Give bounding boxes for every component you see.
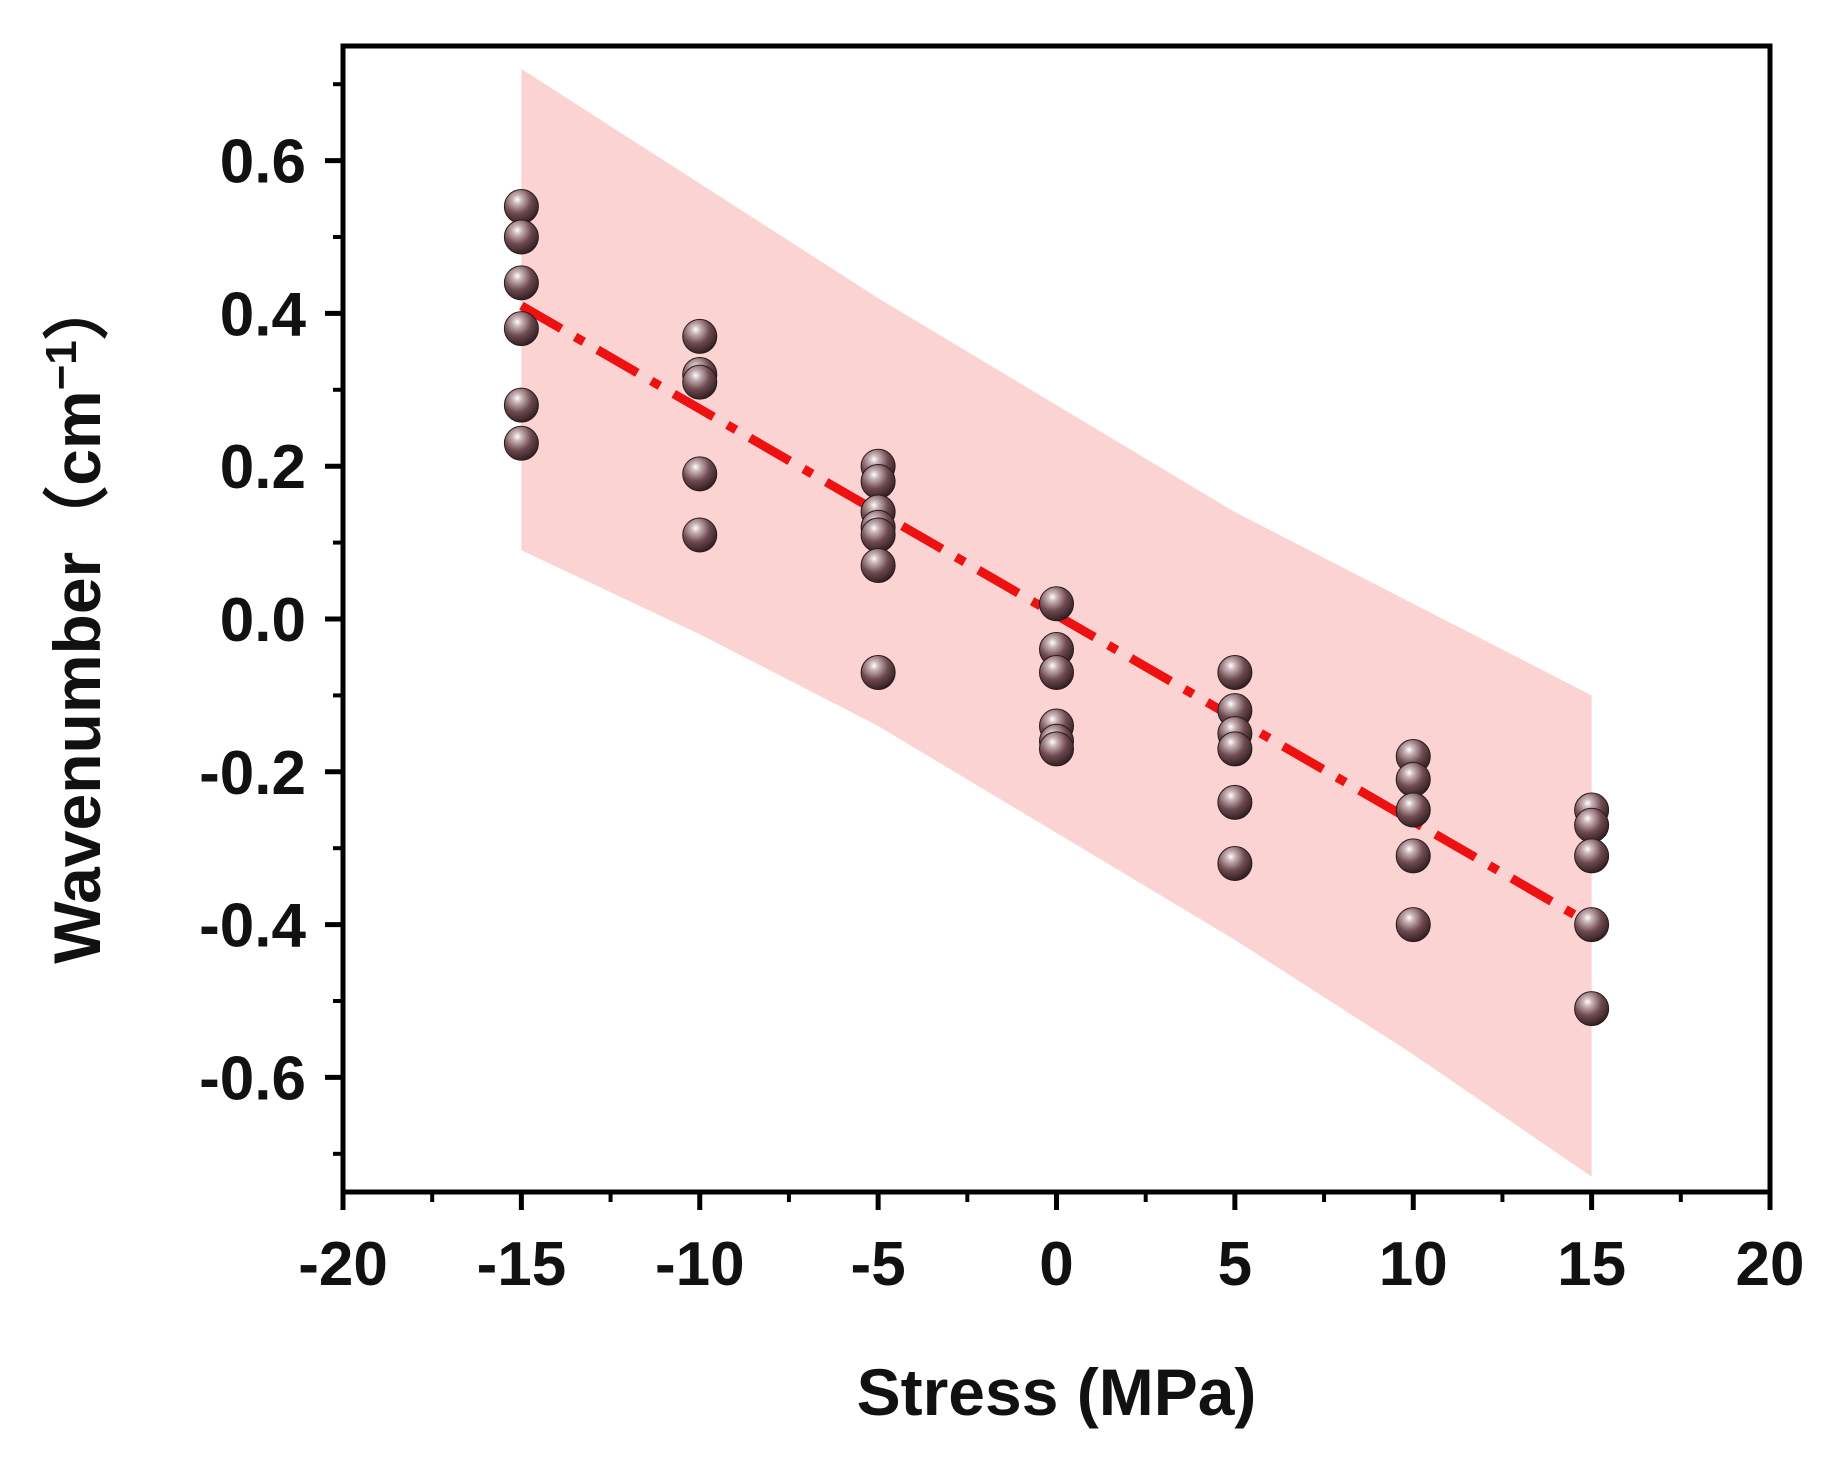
y-tick-label: -0.2 — [199, 739, 306, 808]
data-point — [1217, 654, 1253, 690]
y-tick-label: -0.4 — [199, 892, 306, 961]
data-point — [1395, 838, 1431, 874]
y-axis-title-main: Wavenumber（cm — [40, 390, 114, 963]
data-point — [1039, 586, 1074, 622]
data-point — [1574, 838, 1610, 874]
confidence-band-layer — [521, 68, 1592, 1177]
data-point — [1395, 761, 1431, 797]
axis-ticks-layer — [325, 82, 1773, 1210]
x-tick-label: -5 — [851, 1230, 906, 1299]
x-tick-label: 0 — [1039, 1230, 1073, 1299]
data-points-layer — [503, 188, 1610, 1027]
x-tick-label: 15 — [1557, 1230, 1626, 1299]
x-tick-label: 5 — [1218, 1230, 1252, 1299]
y-axis-title-close: ） — [40, 274, 114, 340]
y-tick-label: 0.6 — [220, 128, 306, 197]
data-point — [682, 517, 718, 553]
data-point — [1217, 845, 1253, 881]
data-point — [503, 188, 539, 224]
data-point — [503, 387, 539, 423]
data-point — [860, 548, 896, 584]
data-point — [1574, 991, 1610, 1027]
y-tick-label: 0.4 — [220, 280, 307, 349]
tick-labels-layer: -20 -15 -10 -5 0 5 10 15 20 -0.6 -0.4 -0.2 0.0 0.2 0.4… — [199, 128, 1804, 1299]
data-point — [503, 265, 539, 301]
data-point — [860, 463, 896, 499]
x-tick-label: 20 — [1736, 1230, 1805, 1299]
x-tick-label: -10 — [655, 1230, 745, 1299]
y-tick-label: 0.2 — [220, 433, 306, 502]
y-axis-title: Wavenumber（cm−1） — [37, 274, 114, 964]
data-point — [1574, 907, 1610, 943]
data-point — [1217, 784, 1253, 820]
data-point — [1039, 731, 1074, 767]
data-point — [503, 311, 539, 347]
data-point — [1574, 807, 1610, 843]
y-tick-label: -0.6 — [199, 1044, 306, 1113]
x-axis-title: Stress (MPa) — [857, 1355, 1257, 1429]
data-point — [1039, 654, 1074, 690]
data-point — [1395, 907, 1431, 943]
data-point — [860, 654, 896, 690]
data-point — [503, 219, 539, 255]
data-point — [1217, 731, 1253, 767]
x-tick-label: -20 — [298, 1230, 388, 1299]
data-point — [682, 318, 718, 354]
x-tick-label: 10 — [1379, 1230, 1448, 1299]
data-point — [1395, 792, 1431, 828]
prediction-band — [521, 68, 1592, 1177]
data-point — [860, 517, 896, 553]
y-axis-title-superscript: −1 — [37, 340, 86, 390]
y-tick-label: 0.0 — [220, 586, 306, 655]
x-tick-label: -15 — [477, 1230, 567, 1299]
data-point — [682, 456, 718, 492]
data-point — [503, 425, 539, 461]
data-point — [682, 364, 718, 400]
